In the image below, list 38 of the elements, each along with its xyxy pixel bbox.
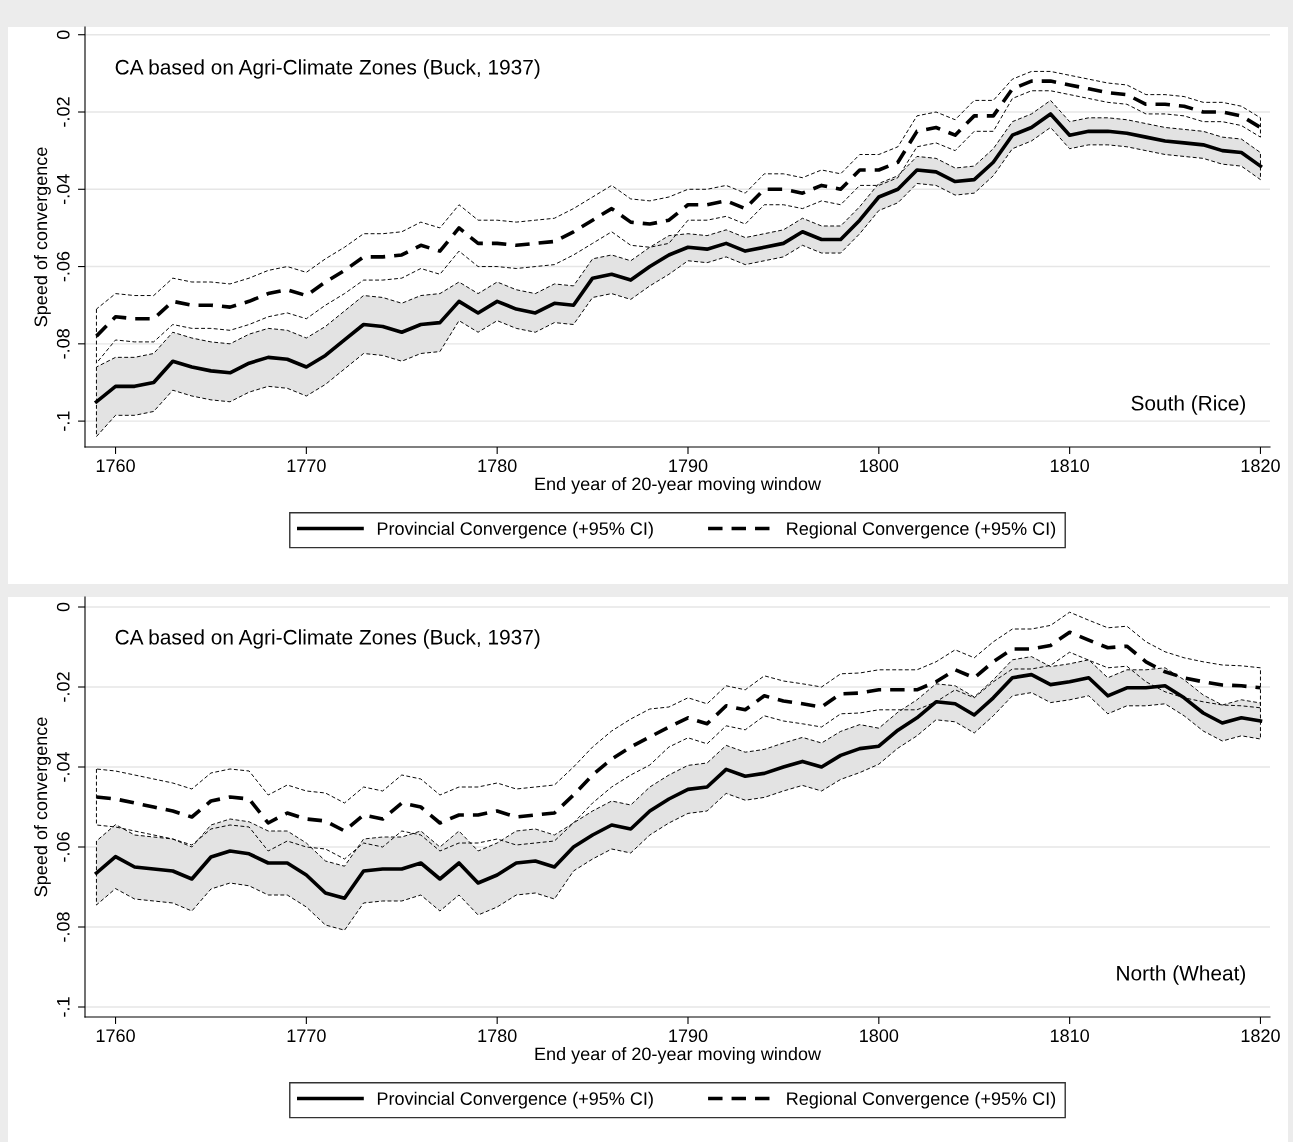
x-tick-label: 1770 (287, 459, 326, 473)
y-tick-label: -.1 (57, 411, 70, 431)
y-axis-title: Speed of convergence (33, 147, 51, 327)
y-tick-label: -.08 (56, 912, 70, 942)
y-tick-label: -.02 (56, 97, 70, 127)
annotation: CA based on Agri-Climate Zones (Buck, 1937) (115, 629, 540, 649)
y-tick-label: 0 (56, 602, 70, 612)
x-tick-label: 1760 (96, 459, 135, 473)
x-tick-label: 1780 (478, 1029, 517, 1043)
y-tick-label: -.06 (56, 832, 70, 862)
x-tick-label: 1760 (96, 1029, 135, 1043)
y-tick-label: -.06 (56, 251, 70, 282)
legend-label: Provincial Convergence (+95% CI) (377, 521, 653, 539)
annotation: North (Wheat) (1117, 965, 1246, 985)
x-tick-label: 1820 (1241, 1029, 1280, 1043)
x-tick-label: 1790 (669, 1029, 708, 1043)
y-tick-label: -.02 (56, 672, 70, 702)
annotation: South (Rice) (1131, 395, 1246, 415)
legend-label: Provincial Convergence (+95% CI) (377, 1091, 653, 1109)
y-tick-label: 0 (56, 30, 70, 40)
x-axis-title: End year of 20-year moving window (535, 477, 822, 494)
x-tick-label: 1820 (1241, 459, 1280, 473)
x-tick-label: 1770 (287, 1029, 326, 1043)
legend-label: Regional Convergence (+95% CI) (787, 1091, 1056, 1109)
y-tick-label: -.04 (56, 174, 70, 205)
y-tick-label: -.04 (56, 751, 70, 782)
x-tick-label: 1810 (1050, 459, 1090, 473)
x-tick-label: 1790 (669, 459, 708, 473)
annotation: CA based on Agri-Climate Zones (Buck, 1937) (115, 59, 540, 79)
y-tick-label: -.1 (57, 997, 70, 1017)
legend-label: Regional Convergence (+95% CI) (787, 521, 1056, 539)
x-tick-label: 1800 (860, 459, 899, 473)
x-tick-label: 1780 (478, 459, 517, 473)
x-tick-label: 1800 (860, 1029, 899, 1043)
x-axis-title: End year of 20-year moving window (535, 1047, 822, 1064)
y-tick-label: -.08 (56, 329, 70, 359)
x-tick-label: 1810 (1050, 1029, 1090, 1043)
y-axis-title: Speed of convergence (33, 717, 51, 897)
